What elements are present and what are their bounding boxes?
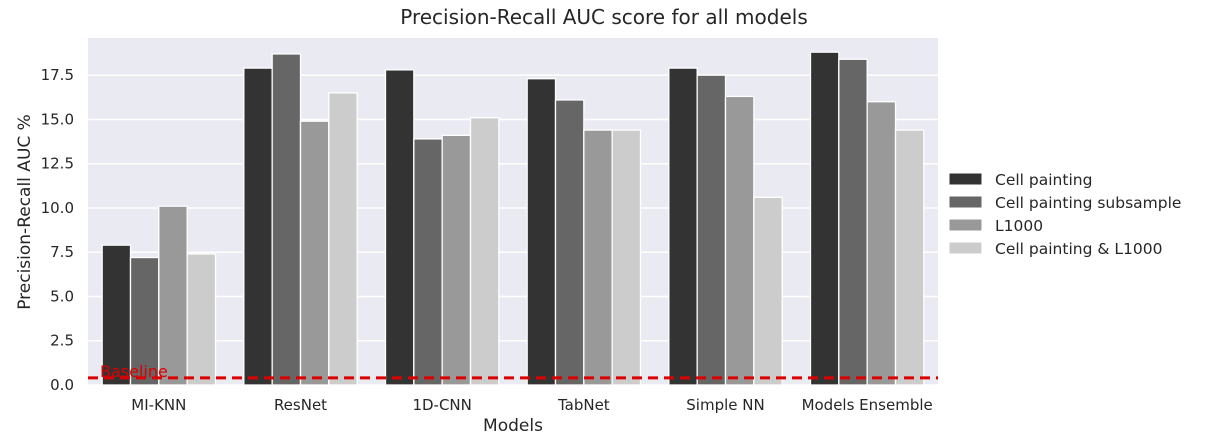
bar (243, 67, 273, 386)
x-tick-label: Simple NN (686, 396, 764, 414)
bar (753, 196, 783, 386)
bar (158, 205, 188, 386)
x-tick-label: ResNet (274, 396, 327, 414)
legend-label: Cell painting & L1000 (995, 240, 1162, 258)
y-tick-label: 17.5 (41, 66, 74, 84)
bars (101, 51, 925, 386)
x-tick-label: MI-KNN (131, 396, 186, 414)
bar (526, 78, 557, 386)
legend: Cell painting Cell painting subsample L100… (948, 171, 1181, 258)
bar (866, 101, 897, 386)
x-tick-label: 1D-CNN (412, 396, 471, 414)
bar (469, 117, 500, 386)
y-tick-labels: 0.0 2.5 5.0 7.5 10.0 12.5 15.0 17.5 (41, 66, 74, 394)
bar (299, 120, 330, 386)
bar (101, 244, 132, 386)
y-tick-label: 10.0 (41, 199, 74, 217)
bar (611, 129, 642, 386)
y-axis-label: Precision-Recall AUC % (15, 114, 35, 310)
bar (441, 134, 472, 386)
bar (186, 253, 217, 386)
bar (838, 58, 868, 386)
x-tick-label: TabNet (557, 396, 610, 414)
bar (668, 67, 698, 386)
bar (328, 92, 358, 386)
chart-title: Precision-Recall AUC score for all model… (400, 5, 808, 29)
bar (384, 69, 415, 386)
y-tick-label: 12.5 (41, 155, 74, 173)
gridlines (88, 74, 938, 386)
y-tick-label: 2.5 (50, 332, 74, 350)
y-tick-label: 0.0 (50, 376, 74, 394)
legend-label: Cell painting subsample (995, 194, 1181, 212)
legend-swatch (948, 218, 983, 232)
bar (809, 51, 840, 386)
bar (129, 256, 160, 386)
bar (894, 129, 925, 386)
x-tick-labels: MI-KNN ResNet 1D-CNN TabNet Simple NN Models … (131, 396, 932, 414)
bar (583, 129, 613, 386)
legend-label: Cell painting (995, 171, 1092, 189)
plot-background (88, 38, 938, 385)
legend-label: L1000 (995, 217, 1043, 235)
bar (554, 99, 585, 386)
bar (413, 138, 443, 386)
legend-swatch (948, 195, 983, 209)
x-tick-label: Models Ensemble (802, 396, 933, 414)
y-tick-label: 7.5 (50, 243, 74, 261)
y-tick-label: 15.0 (41, 110, 74, 128)
bar (271, 53, 302, 386)
legend-swatch (948, 241, 983, 255)
legend-swatch (948, 172, 983, 186)
x-axis-label: Models (483, 416, 543, 432)
y-tick-label: 5.0 (50, 287, 74, 305)
bar (696, 74, 727, 386)
baseline-label: Baseline (100, 362, 168, 381)
bar (724, 95, 755, 386)
